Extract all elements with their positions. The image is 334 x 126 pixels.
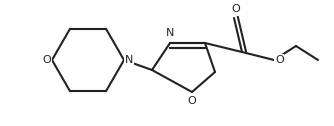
Text: O: O — [275, 55, 284, 65]
Text: O: O — [188, 96, 196, 106]
Text: N: N — [166, 28, 174, 38]
Text: O: O — [42, 55, 51, 65]
Text: N: N — [125, 55, 133, 65]
Text: O: O — [231, 4, 240, 14]
